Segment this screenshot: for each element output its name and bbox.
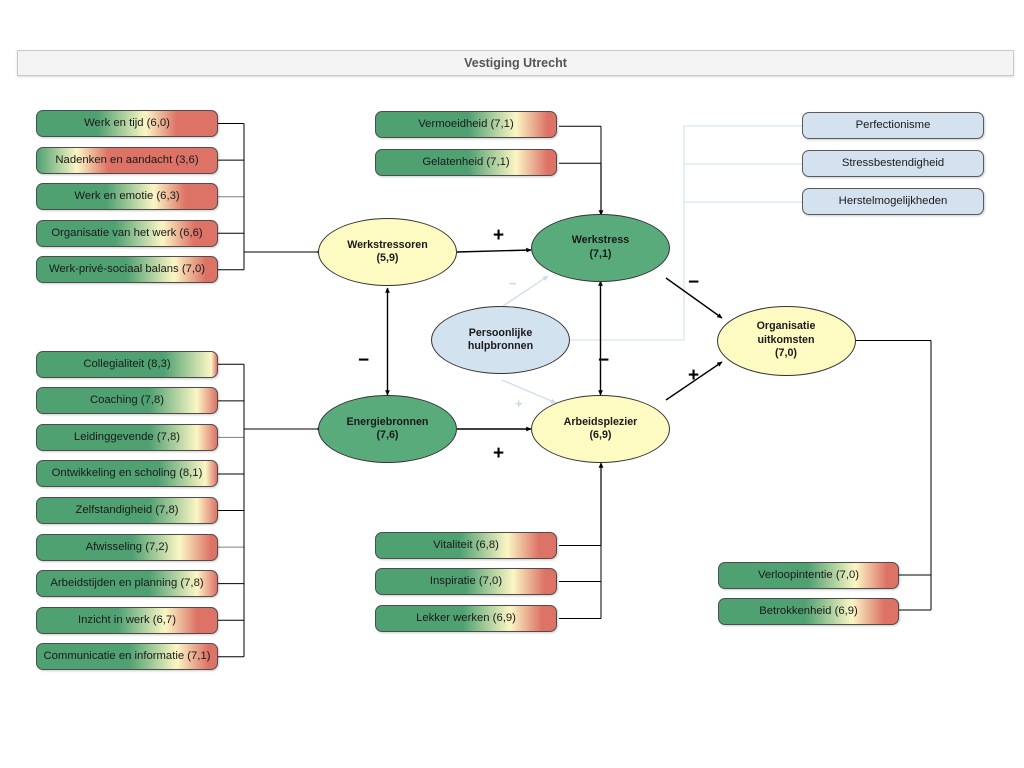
svg-text:+: + <box>515 396 523 411</box>
svg-text:−: − <box>509 276 517 291</box>
